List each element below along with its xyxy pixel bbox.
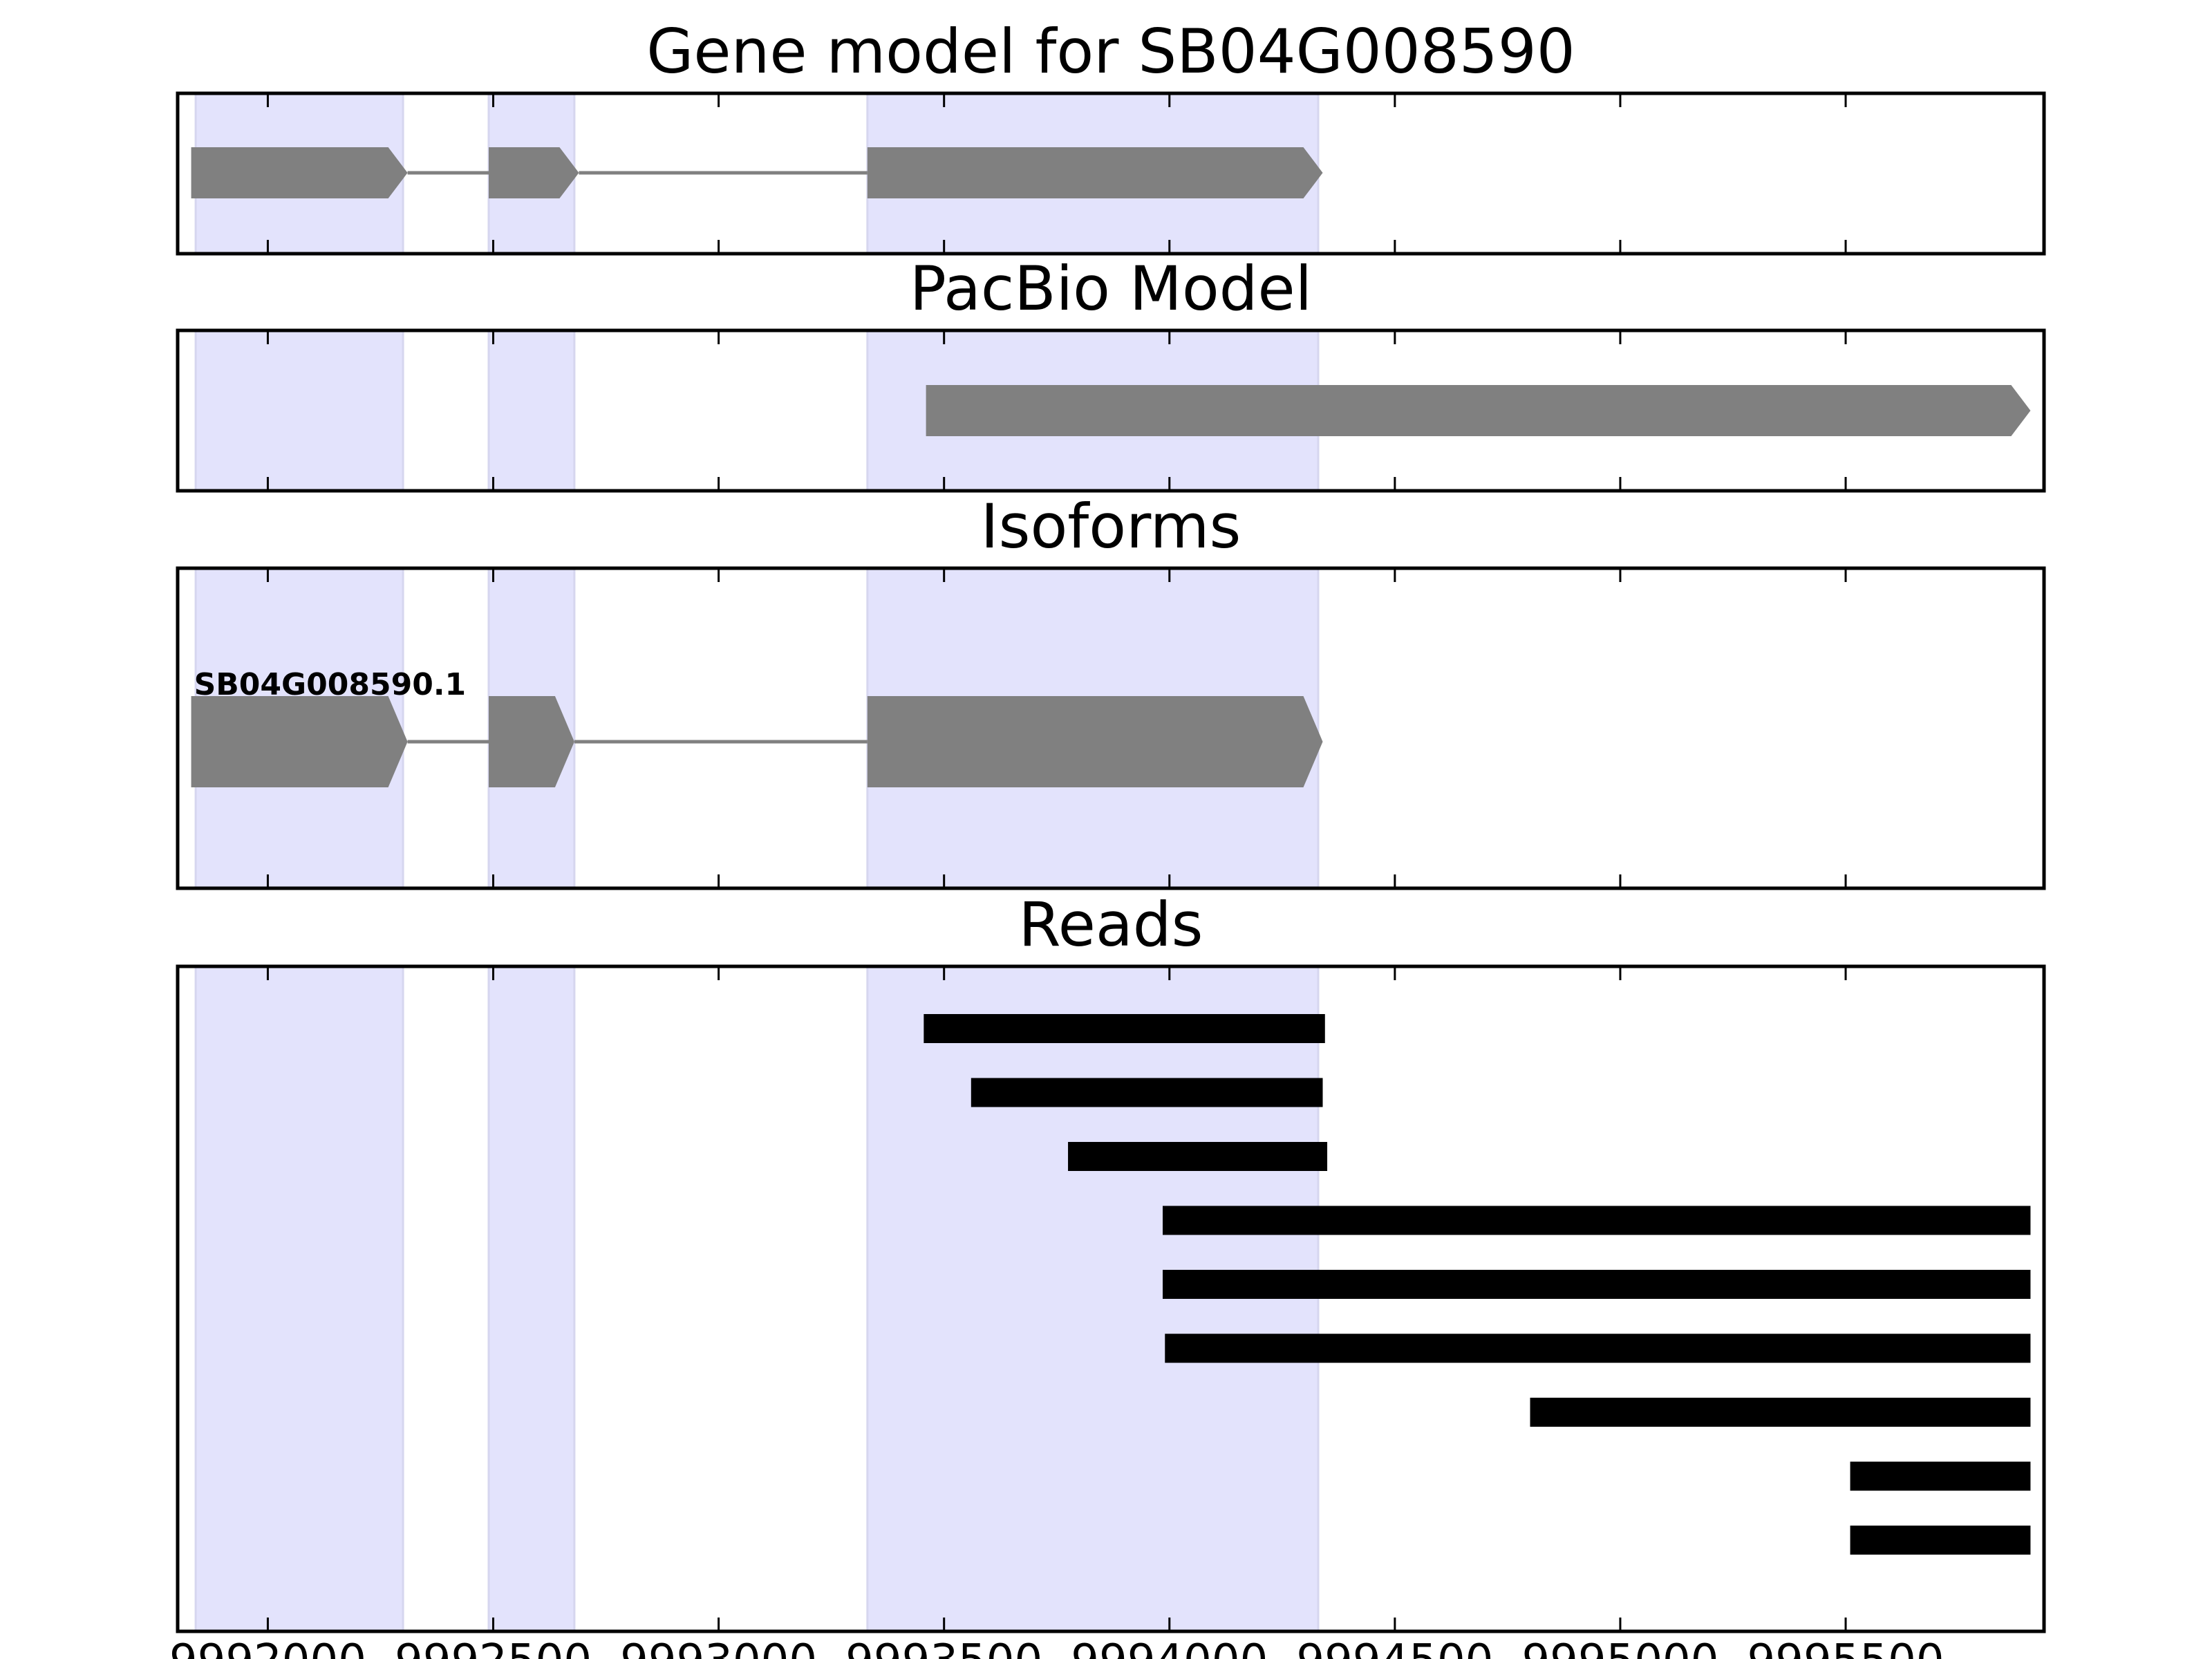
panel-model-1: PacBio Model [176,253,2046,493]
read-5 [1165,1333,2031,1363]
highlight-region-0 [194,965,404,1633]
read-0 [924,1014,1325,1043]
read-1 [971,1078,1323,1107]
x-tick-label: 9993500 [845,1635,1042,1659]
x-tick-label: 9994500 [1296,1635,1493,1659]
highlight-region-1 [487,329,576,492]
panel-title: Reads [1019,889,1203,960]
isoform-label: SB04G008590.1 [194,667,467,702]
x-axis-tick-labels: 9992000 9992500 9993000 9993500 9994000 99945… [169,1635,1944,1659]
exon-0 [191,696,408,787]
x-tick-label: 9992000 [169,1635,366,1659]
read-7 [1850,1461,2031,1491]
x-tick-label: 9992500 [395,1635,592,1659]
read-2 [1068,1142,1328,1171]
highlight-region-1 [487,965,576,1633]
exon-1 [489,147,579,198]
panel-model-0: Gene model for SB04G008590 [176,16,2046,256]
x-tick-label: 9995000 [1521,1635,1718,1659]
panels: Gene model for SB04G008590 PacBio Model Is… [176,16,2046,1633]
exon-0 [191,147,408,198]
exon-2 [867,147,1323,198]
panel-frame [176,964,2046,1633]
x-tick-label: 9995500 [1747,1635,1944,1659]
exon-1 [489,696,574,787]
panel-reads-3: Reads [176,889,2046,1633]
panel-frame [176,91,2046,256]
highlight-region-0 [194,329,404,492]
exon-2 [867,696,1323,787]
x-tick-label: 9994000 [1071,1635,1268,1659]
panel-frame [176,328,2046,493]
read-8 [1850,1526,2031,1555]
read-4 [1163,1270,2031,1299]
panel-title: Gene model for SB04G008590 [646,16,1575,87]
exon-0 [926,385,2031,436]
panel-frame [176,566,2046,890]
panel-title: PacBio Model [910,253,1312,324]
panel-title: Isoforms [981,491,1241,562]
read-3 [1163,1206,2031,1235]
panel-isoform-2: Isoforms SB04G008590.1 [176,491,2046,890]
x-tick-label: 9993000 [620,1635,817,1659]
read-6 [1530,1398,2031,1427]
